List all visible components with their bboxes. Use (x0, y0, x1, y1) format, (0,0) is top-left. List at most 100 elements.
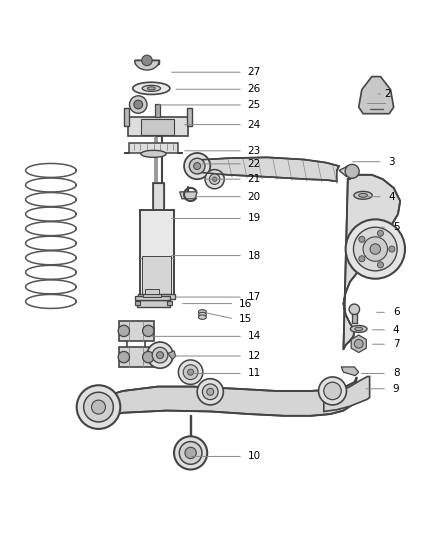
Circle shape (354, 340, 363, 348)
Circle shape (183, 365, 198, 379)
Bar (140, 210, 173, 297)
Circle shape (184, 153, 210, 179)
Circle shape (174, 437, 207, 470)
Polygon shape (180, 192, 197, 199)
Circle shape (156, 352, 163, 359)
Text: 8: 8 (393, 368, 399, 378)
Circle shape (147, 342, 173, 368)
Circle shape (353, 227, 397, 271)
Ellipse shape (133, 82, 170, 94)
Text: 20: 20 (247, 192, 261, 201)
Circle shape (189, 158, 205, 174)
Bar (352, 308, 357, 323)
Circle shape (207, 389, 214, 395)
Bar (135, 296, 170, 300)
Circle shape (205, 169, 224, 189)
Polygon shape (339, 166, 353, 176)
Polygon shape (324, 376, 370, 411)
Circle shape (187, 369, 194, 375)
Circle shape (118, 325, 130, 336)
Text: 17: 17 (247, 292, 261, 302)
Circle shape (92, 400, 106, 414)
Bar (167, 301, 172, 305)
Text: 27: 27 (247, 67, 261, 77)
Ellipse shape (198, 312, 206, 317)
Circle shape (378, 262, 384, 268)
Ellipse shape (359, 193, 367, 197)
Circle shape (345, 164, 359, 179)
Bar (135, 301, 140, 305)
Text: 23: 23 (247, 146, 261, 156)
Circle shape (359, 236, 365, 243)
Polygon shape (101, 378, 357, 417)
Bar (119, 321, 153, 341)
Polygon shape (351, 335, 366, 352)
Bar (124, 108, 129, 126)
Text: 24: 24 (247, 119, 261, 130)
Bar (141, 119, 174, 135)
Circle shape (185, 447, 196, 458)
Text: 25: 25 (247, 100, 261, 110)
Polygon shape (168, 351, 176, 359)
Circle shape (197, 379, 223, 405)
Circle shape (202, 384, 218, 400)
Circle shape (389, 246, 395, 252)
Ellipse shape (148, 87, 155, 90)
Polygon shape (135, 60, 159, 70)
Ellipse shape (355, 327, 363, 330)
Ellipse shape (198, 310, 206, 314)
Circle shape (84, 392, 113, 422)
Text: 15: 15 (239, 314, 252, 324)
Ellipse shape (141, 150, 166, 157)
Circle shape (209, 174, 220, 184)
Text: 5: 5 (393, 222, 399, 232)
Ellipse shape (198, 315, 206, 319)
Text: 21: 21 (247, 174, 261, 184)
Circle shape (134, 100, 143, 109)
Circle shape (370, 244, 381, 254)
Circle shape (349, 304, 360, 314)
Circle shape (179, 441, 202, 464)
Circle shape (324, 382, 341, 400)
Circle shape (142, 55, 152, 66)
Ellipse shape (142, 85, 160, 92)
Bar (135, 60, 159, 64)
Text: 14: 14 (247, 332, 261, 341)
Polygon shape (341, 367, 359, 376)
Bar (143, 294, 161, 297)
Polygon shape (198, 157, 339, 181)
Text: 7: 7 (393, 339, 399, 349)
Bar (155, 104, 160, 117)
Circle shape (118, 351, 130, 363)
Bar (119, 348, 153, 367)
Bar (187, 108, 192, 126)
Ellipse shape (354, 191, 372, 199)
Polygon shape (124, 143, 183, 153)
Polygon shape (359, 77, 394, 114)
Polygon shape (343, 175, 400, 350)
Text: 12: 12 (247, 351, 261, 361)
Bar (142, 256, 171, 295)
Text: 10: 10 (247, 451, 261, 462)
Bar (152, 183, 163, 210)
Circle shape (152, 348, 168, 363)
Text: 3: 3 (389, 157, 395, 167)
Bar (138, 294, 175, 299)
Circle shape (143, 351, 154, 363)
Text: 6: 6 (393, 308, 399, 317)
Text: 16: 16 (239, 298, 252, 309)
Circle shape (130, 96, 147, 113)
Circle shape (359, 256, 365, 262)
Bar (137, 300, 170, 307)
Text: 11: 11 (247, 368, 261, 378)
Bar (145, 289, 159, 294)
Ellipse shape (350, 326, 367, 333)
Text: 18: 18 (247, 251, 261, 261)
Text: 19: 19 (247, 214, 261, 223)
Text: 26: 26 (247, 84, 261, 94)
Circle shape (194, 163, 201, 169)
Circle shape (178, 360, 203, 384)
Circle shape (363, 237, 388, 261)
Circle shape (378, 230, 384, 236)
Text: 2: 2 (384, 89, 391, 99)
